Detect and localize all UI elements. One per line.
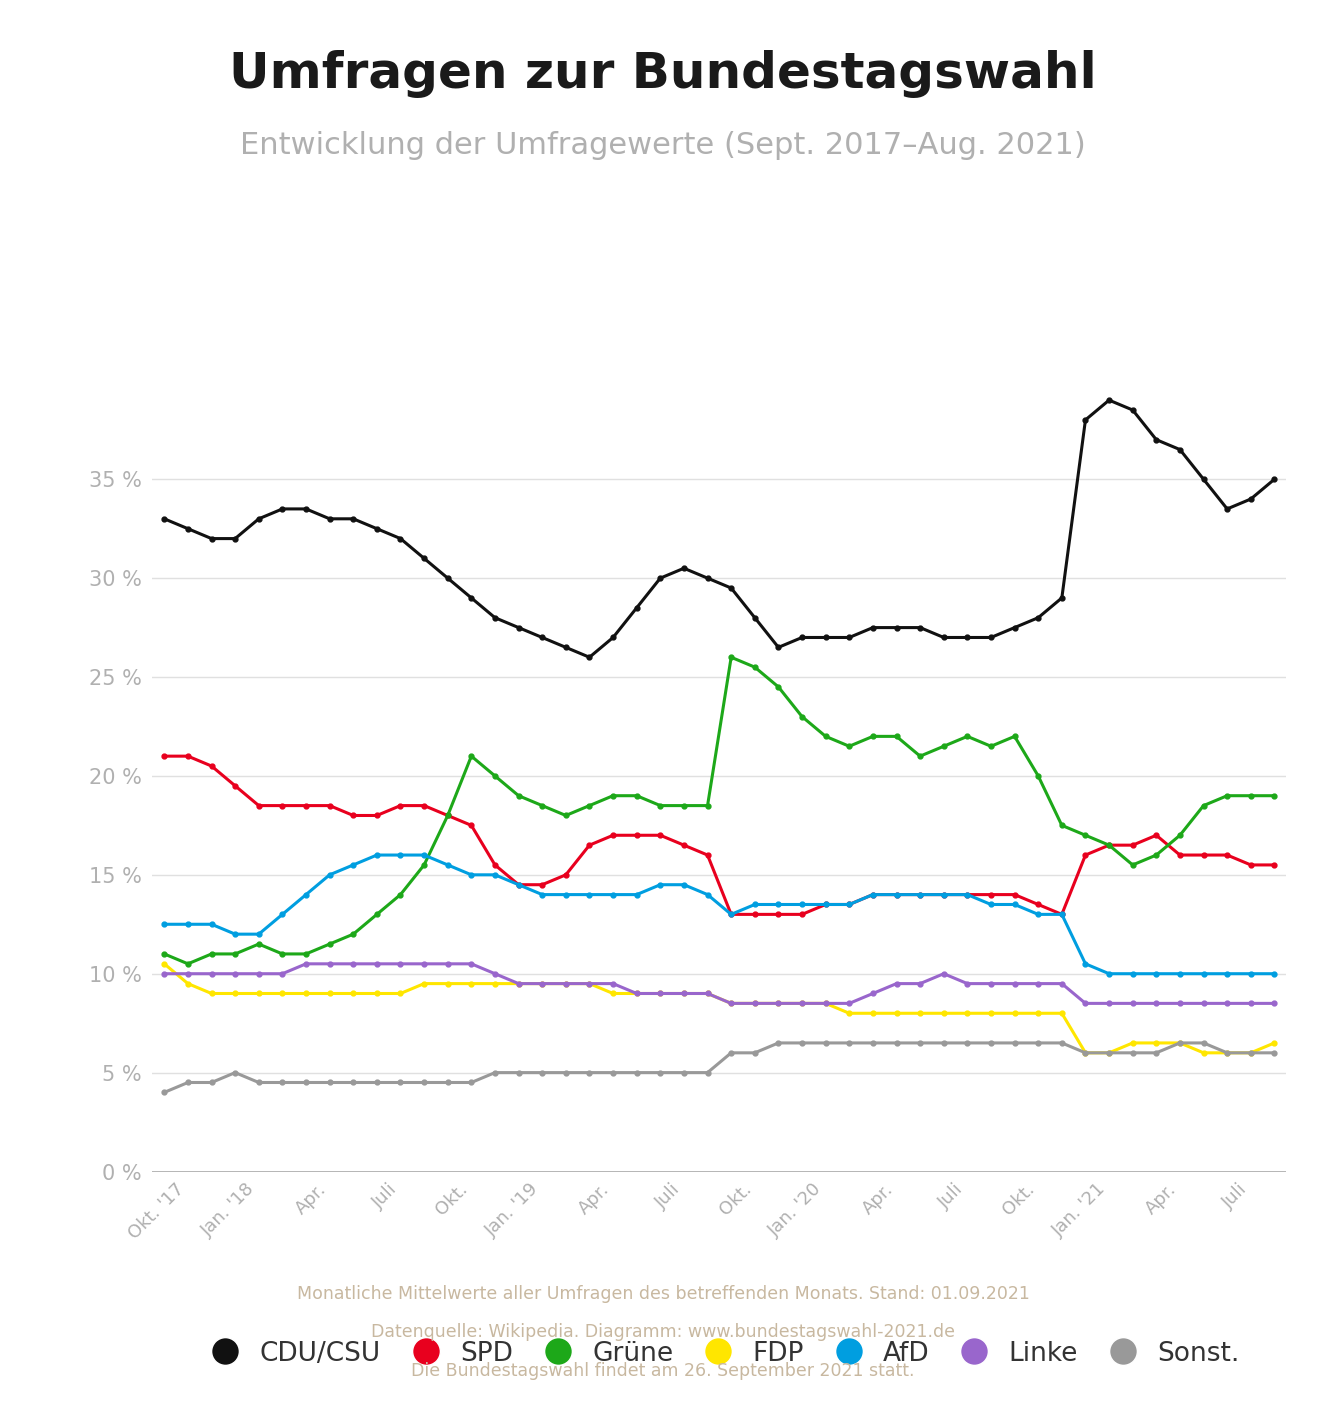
Legend: CDU/CSU, SPD, Grüne, FDP, AfD, Linke, Sonst.: CDU/CSU, SPD, Grüne, FDP, AfD, Linke, So… bbox=[188, 1331, 1250, 1377]
Text: Monatliche Mittelwerte aller Umfragen des betreffenden Monats. Stand: 01.09.2021: Monatliche Mittelwerte aller Umfragen de… bbox=[297, 1285, 1029, 1304]
Text: Entwicklung der Umfragewerte (Sept. 2017–Aug. 2021): Entwicklung der Umfragewerte (Sept. 2017… bbox=[240, 131, 1086, 159]
Text: Datenquelle: Wikipedia. Diagramm: www.bundestagswahl-2021.de: Datenquelle: Wikipedia. Diagramm: www.bu… bbox=[371, 1323, 955, 1342]
Text: Umfragen zur Bundestagswahl: Umfragen zur Bundestagswahl bbox=[229, 50, 1097, 98]
Text: Die Bundestagswahl findet am 26. September 2021 statt.: Die Bundestagswahl findet am 26. Septemb… bbox=[411, 1362, 915, 1380]
